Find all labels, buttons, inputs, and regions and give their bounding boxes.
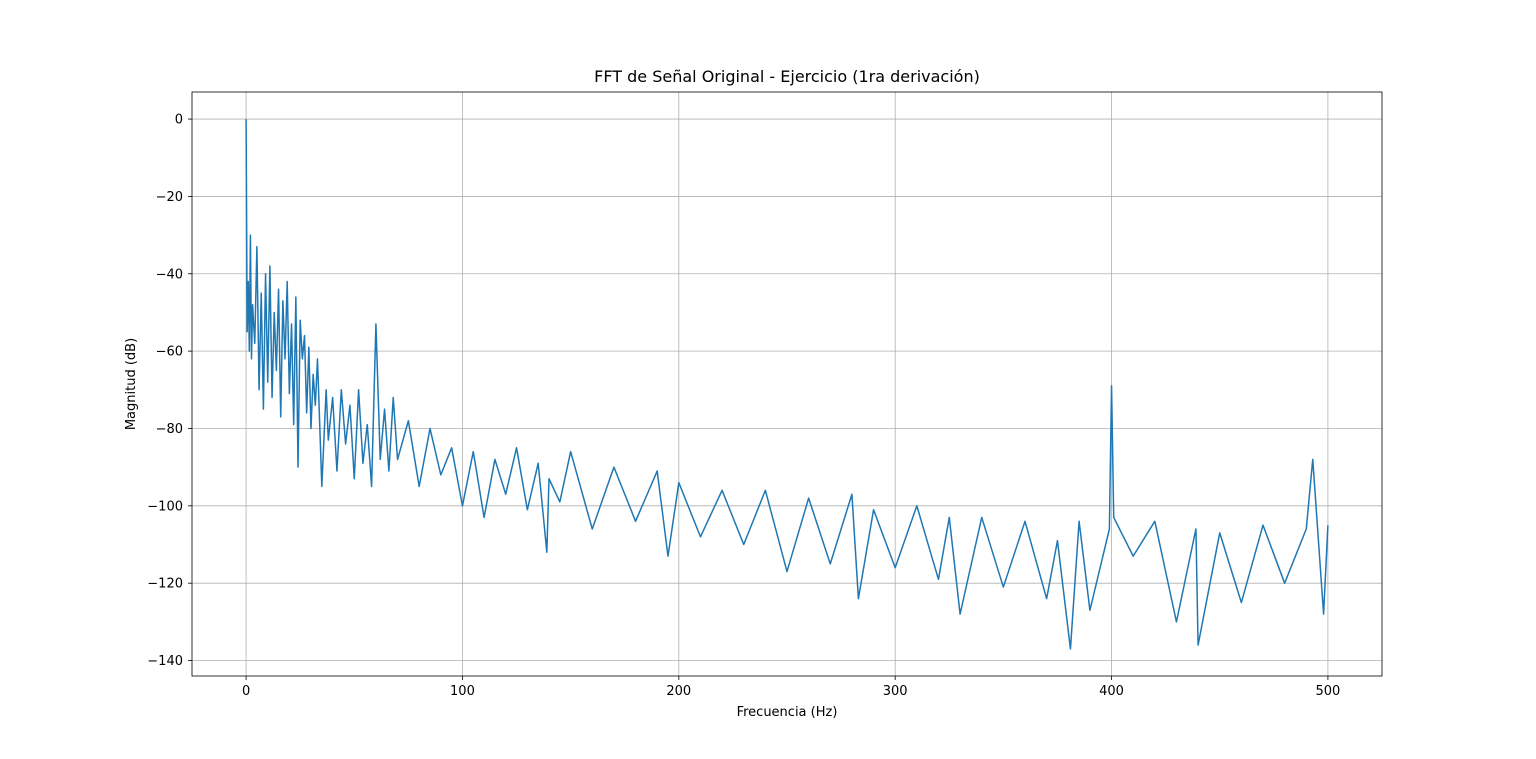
x-tick-label: 500 bbox=[1315, 684, 1340, 699]
plot-area bbox=[192, 92, 1382, 676]
tick-labels: 0 100 200 300 400 500 0 −20 −40 −60 −80 −100 −120 −14… bbox=[147, 113, 1340, 699]
y-tick-label: −60 bbox=[156, 345, 183, 360]
y-tick-label: −120 bbox=[147, 577, 183, 592]
y-axis-label: Magnitud (dB) bbox=[124, 338, 139, 430]
y-tick-label: −20 bbox=[156, 190, 183, 205]
x-axis-label: Frecuencia (Hz) bbox=[737, 705, 838, 720]
y-tick-label: −80 bbox=[156, 422, 183, 437]
plot-frame bbox=[191, 91, 1383, 677]
series-group bbox=[245, 119, 1329, 650]
fft-magnitude-line bbox=[245, 119, 1329, 650]
y-tick-label: 0 bbox=[175, 113, 183, 128]
grid bbox=[192, 92, 1382, 676]
y-tick-label: −100 bbox=[147, 499, 183, 514]
x-tick-label: 400 bbox=[1099, 684, 1124, 699]
ticks bbox=[188, 118, 1329, 680]
chart-title: FFT de Señal Original - Ejercicio (1ra d… bbox=[594, 67, 980, 86]
x-tick-label: 0 bbox=[242, 684, 250, 699]
x-tick-label: 300 bbox=[883, 684, 908, 699]
x-tick-label: 100 bbox=[450, 684, 475, 699]
y-tick-label: −40 bbox=[156, 267, 183, 282]
y-tick-label: −140 bbox=[147, 654, 183, 669]
x-tick-label: 200 bbox=[666, 684, 691, 699]
